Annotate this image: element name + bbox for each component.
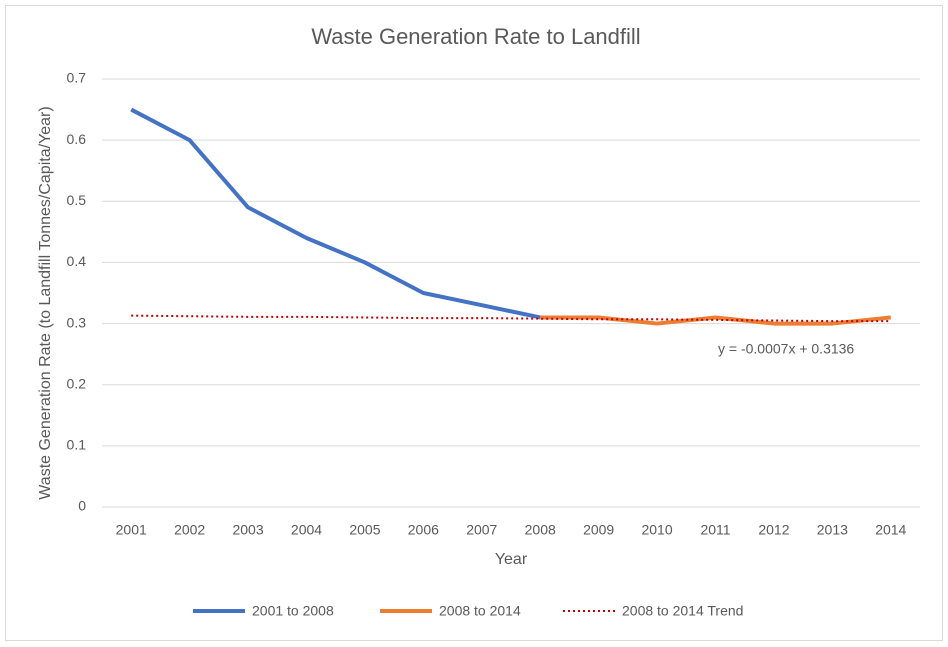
x-tick-label: 2005 (349, 522, 380, 538)
x-tick-label: 2007 (466, 522, 497, 538)
x-tick-label: 2010 (641, 522, 672, 538)
y-tick-label: 0.4 (67, 253, 87, 269)
y-tick-label: 0.5 (67, 192, 87, 208)
y-tick-label: 0.7 (67, 70, 87, 86)
legend-label: 2008 to 2014 (439, 603, 521, 619)
x-tick-label: 2002 (174, 522, 205, 538)
y-tick-label: 0 (78, 498, 86, 514)
x-tick-label: 2014 (875, 522, 906, 538)
x-tick-label: 2009 (583, 522, 614, 538)
x-tick-label: 2011 (700, 522, 730, 538)
x-tick-label: 2008 (525, 522, 556, 538)
trend-equation: y = -0.0007x + 0.3136 (718, 341, 854, 357)
x-tick-label: 2006 (408, 522, 439, 538)
y-tick-label: 0.3 (67, 314, 87, 330)
legend-label: 2001 to 2008 (252, 603, 334, 619)
legend-label: 2008 to 2014 Trend (622, 603, 743, 619)
x-tick-label: 2003 (232, 522, 263, 538)
y-tick-label: 0.1 (67, 437, 87, 453)
chart-title: Waste Generation Rate to Landfill (311, 24, 640, 49)
y-axis-title: Waste Generation Rate (to Landfill Tonne… (37, 106, 54, 499)
y-tick-label: 0.2 (67, 375, 87, 391)
y-tick-label: 0.6 (67, 131, 87, 147)
x-tick-label: 2001 (116, 522, 147, 538)
x-tick-label: 2013 (817, 522, 848, 538)
x-axis-title: Year (495, 551, 528, 568)
series-line (130, 107, 541, 320)
series-line (540, 315, 891, 326)
x-tick-label: 2004 (291, 522, 322, 538)
series-line (131, 314, 891, 323)
x-tick-label: 2012 (758, 522, 789, 538)
